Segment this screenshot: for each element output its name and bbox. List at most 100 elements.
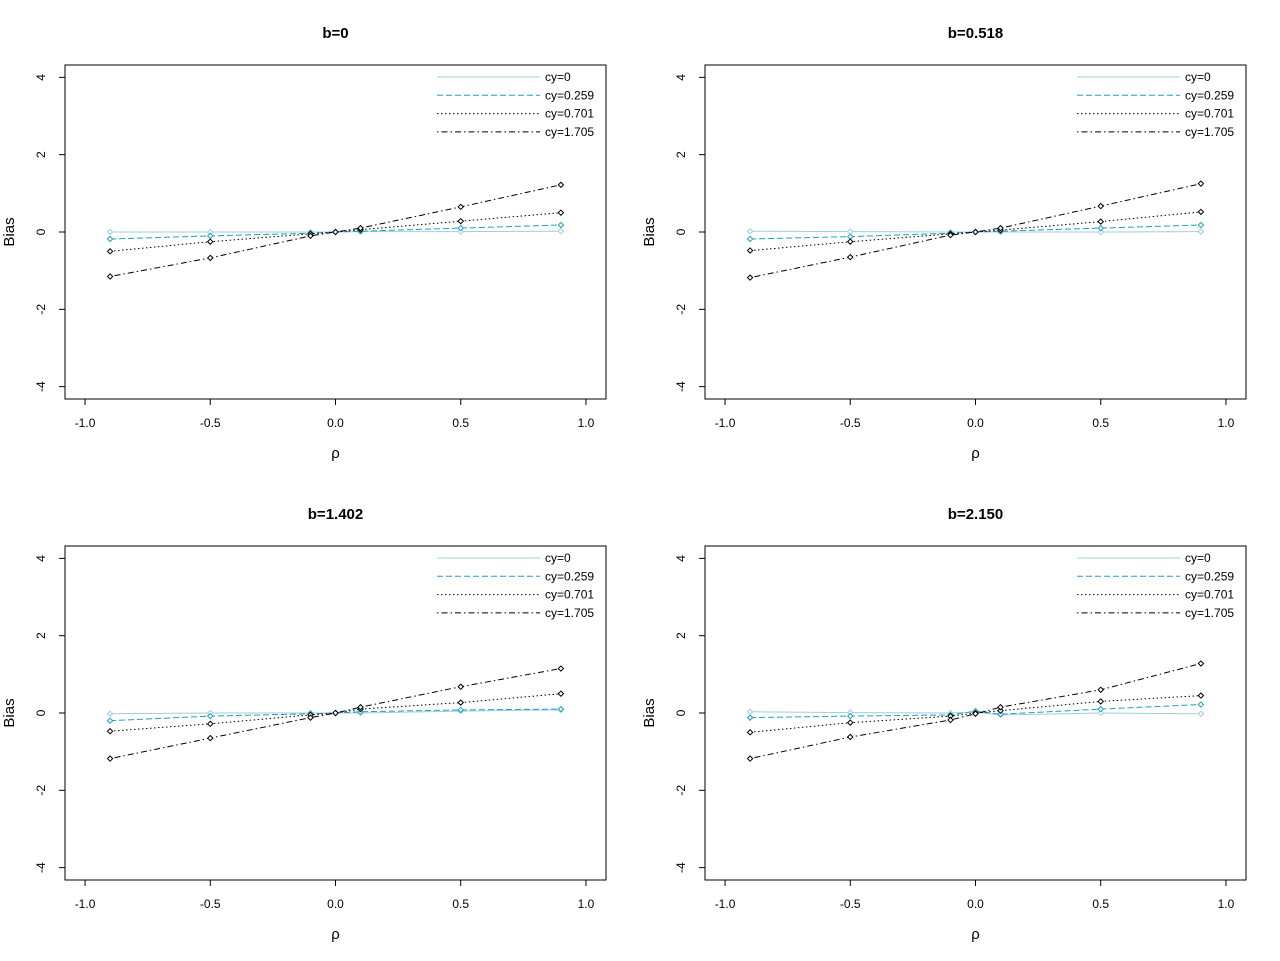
data-point [1197, 221, 1205, 229]
y-tick-label: -4 [674, 862, 688, 873]
data-point [106, 228, 114, 236]
data-point [206, 254, 214, 262]
legend-label: cy=0.259 [1185, 88, 1234, 102]
legend-label: cy=1.705 [545, 125, 594, 139]
x-tick-label: 0.0 [967, 897, 984, 911]
x-tick-label: 0.0 [327, 416, 344, 430]
data-point [1097, 698, 1105, 705]
y-tick-label: -2 [674, 785, 688, 796]
data-point [1197, 701, 1205, 708]
data-point [1197, 692, 1205, 699]
chart-panel-2: b=0.518 -1.0 -0.5 0.0 0.5 1.0 -4 -2 0 2 4 ρ Bias cy=0… [641, 25, 1247, 462]
x-tick-label: 1.0 [1218, 897, 1235, 911]
data-point [557, 705, 565, 713]
data-point [457, 699, 465, 706]
data-point [1097, 686, 1105, 694]
y-axis-label: Bias [641, 217, 658, 246]
y-tick-label: 4 [34, 555, 48, 562]
legend-label: cy=1.705 [1185, 125, 1234, 139]
data-point [332, 228, 339, 236]
data-point [206, 232, 214, 240]
data-point [106, 248, 114, 255]
data-point [1197, 660, 1205, 667]
chart-panel-3: b=1.402 -1.0 -0.5 0.0 0.5 1.0 -4 -2 0 2 4 ρ Bias cy=0… [1, 506, 607, 943]
data-point [746, 274, 754, 281]
legend: cy=0 cy=0.259 cy=0.701 cy=1.705 [437, 551, 594, 620]
chart-panel-1: b=0-1.0 -0.5 0.0 0.5 1.0-4-2024ρBiascy=0cy=0… [1, 25, 607, 462]
data-point [846, 733, 854, 741]
legend-label: cy=0.259 [1185, 569, 1234, 583]
x-axis-label: ρ [331, 926, 340, 943]
y-tick-label: -4 [34, 381, 48, 392]
legend: cy=0 cy=0.259 cy=0.701 cy=1.705 [1077, 551, 1234, 620]
data-point [557, 221, 565, 229]
legend-label: cy=0.701 [545, 107, 594, 121]
y-tick-label: -2 [34, 785, 48, 796]
chart-title: b=0 [322, 25, 348, 42]
data-point [972, 228, 979, 236]
data-point [457, 203, 465, 211]
x-tick-label: 1.0 [578, 897, 595, 911]
x-tick-label: -1.0 [75, 416, 96, 430]
legend: cy=0 cy=0.259 cy=0.701 cy=1.705 [437, 70, 594, 139]
data-point [206, 238, 214, 245]
y-tick-label: 0 [674, 709, 688, 716]
legend-label: cy=0 [545, 70, 571, 84]
data-point [746, 708, 754, 716]
data-point [1097, 705, 1105, 713]
data-point [106, 273, 114, 280]
x-tick-label: -0.5 [200, 416, 221, 430]
legend-label: cy=0.259 [545, 88, 594, 102]
y-tick-label: 4 [34, 74, 48, 81]
data-point [1197, 180, 1205, 187]
y-axis-label: Bias [641, 698, 658, 727]
data-point [332, 709, 339, 717]
data-point [206, 712, 214, 720]
data-point [106, 755, 114, 762]
data-point [1097, 224, 1105, 232]
data-point [457, 228, 465, 235]
legend-label: cy=0 [1185, 70, 1211, 84]
data-point [1097, 202, 1105, 210]
data-point [846, 719, 854, 726]
y-tick-label: 2 [674, 151, 688, 158]
data-point [997, 224, 1004, 232]
y-tick-label: 4 [674, 555, 688, 562]
data-point [1097, 218, 1105, 225]
x-tick-label: 0.5 [452, 416, 469, 430]
x-tick-label: 1.0 [578, 416, 595, 430]
x-tick-label: -1.0 [715, 416, 736, 430]
data-point [106, 235, 114, 243]
x-tick-label: -0.5 [200, 897, 221, 911]
data-point [1097, 228, 1105, 236]
y-tick-label: 0 [34, 709, 48, 716]
y-tick-label: 0 [34, 228, 48, 235]
x-tick-label: 0.5 [452, 897, 469, 911]
y-tick-label: 2 [674, 632, 688, 639]
y-axis-label: Bias [1, 698, 18, 727]
data-point [972, 710, 979, 718]
x-axis-label: ρ [971, 926, 980, 943]
data-point [307, 714, 314, 721]
legend-label: cy=0 [545, 551, 571, 565]
data-point [206, 720, 214, 728]
y-tick-label: -4 [674, 381, 688, 392]
y-tick-label: 2 [34, 632, 48, 639]
data-point [1197, 208, 1205, 216]
legend-label: cy=1.705 [1185, 606, 1234, 620]
data-point [746, 235, 754, 243]
data-point [746, 729, 754, 736]
data-point [557, 690, 565, 697]
data-point [1197, 228, 1205, 235]
data-point [457, 706, 465, 714]
data-point [746, 755, 754, 762]
chart-title: b=0.518 [948, 25, 1003, 42]
data-point [106, 717, 114, 725]
x-tick-label: -0.5 [840, 416, 861, 430]
data-point [357, 703, 364, 711]
data-point [846, 253, 854, 261]
data-point [997, 703, 1004, 711]
data-point [997, 710, 1004, 718]
data-point [457, 224, 465, 232]
